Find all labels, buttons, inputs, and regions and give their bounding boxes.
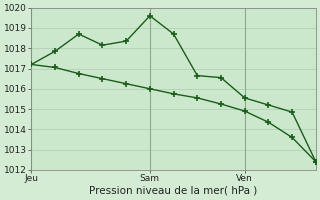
X-axis label: Pression niveau de la mer( hPa ): Pression niveau de la mer( hPa ) [90, 186, 258, 196]
